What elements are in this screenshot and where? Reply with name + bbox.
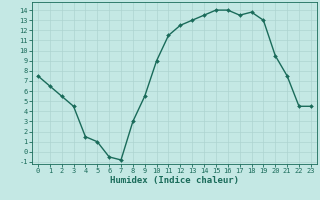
X-axis label: Humidex (Indice chaleur): Humidex (Indice chaleur) [110,176,239,185]
